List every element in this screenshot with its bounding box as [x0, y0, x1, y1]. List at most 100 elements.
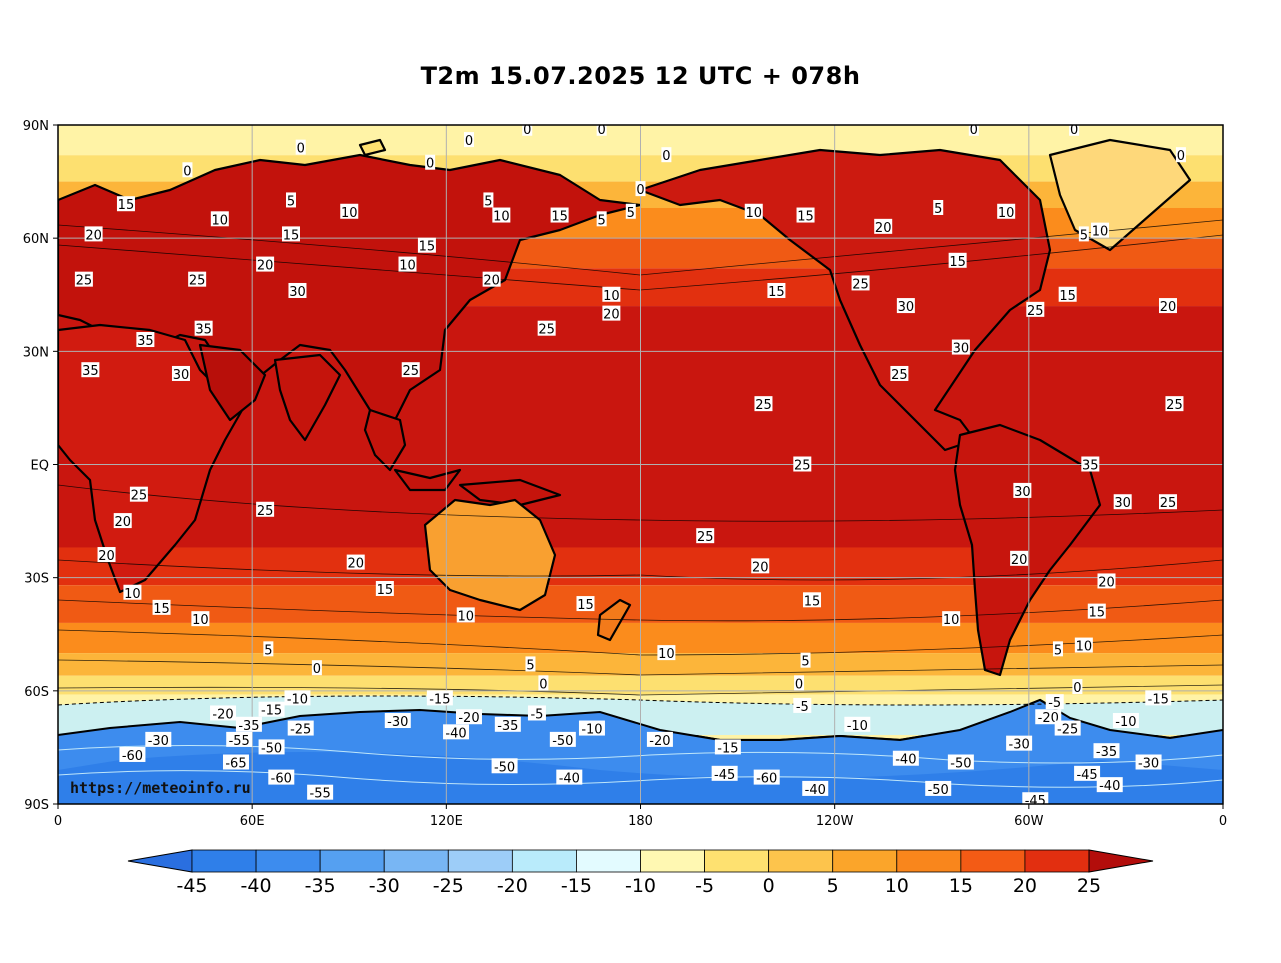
contour-label: 5	[933, 199, 944, 217]
contour-label: 10	[744, 203, 763, 221]
contour-label-text: -35	[1096, 745, 1117, 760]
contour-label: 25	[793, 456, 812, 474]
land-new-zealand	[596, 598, 632, 642]
contour-label-text: 10	[341, 206, 358, 221]
contour-label-box	[288, 282, 307, 298]
contour-label-box	[222, 754, 249, 770]
contour-label: 30	[288, 282, 307, 300]
contour-label-text: 0	[795, 677, 803, 692]
contour-label: -40	[556, 769, 583, 787]
contour-label-box	[1069, 125, 1080, 136]
contour-label-text: 35	[195, 323, 212, 338]
contour-label-box	[456, 607, 475, 623]
contour-label: 25	[256, 501, 275, 519]
contour-label-text: 0	[970, 123, 978, 138]
contour-label: 0	[1175, 147, 1186, 164]
contour-label: 0	[1072, 679, 1083, 696]
contour-label-box	[116, 196, 135, 212]
contour-label-text: 15	[804, 594, 821, 609]
contour-label: -50	[549, 731, 576, 749]
contour-label-text: 5	[484, 194, 492, 209]
contour-label: 20	[482, 271, 501, 289]
contour-label-box	[596, 125, 607, 136]
contour-label: 30	[171, 365, 190, 383]
contour-label: -55	[307, 784, 334, 802]
colorbar-tick-label: -20	[497, 875, 528, 897]
colorbar-under-arrow	[127, 849, 193, 873]
contour-label-text: 5	[264, 643, 272, 658]
contour-label-box	[74, 271, 93, 287]
contour-label: -35	[235, 716, 262, 734]
contour-label: 15	[116, 196, 135, 213]
colorbar-tick-label: -25	[433, 875, 464, 897]
contour-label: 20	[113, 513, 132, 530]
contour-label-text: -40	[895, 753, 916, 768]
contour-label-box	[483, 192, 494, 208]
contour-label: -65	[222, 754, 249, 772]
contour-label-text: 25	[257, 504, 274, 519]
contour-label: 35	[194, 320, 213, 338]
y-tick-label: 90N	[23, 119, 49, 134]
contour-label-text: -50	[928, 783, 949, 798]
x-tick-label: 180	[628, 814, 653, 829]
contour-label-text: 20	[98, 549, 115, 564]
contour-label-text: 10	[1092, 225, 1109, 240]
contour-label-text: -40	[559, 772, 580, 787]
contour-label-box	[925, 780, 952, 796]
contour-label: 25	[851, 275, 870, 292]
colorbar-tick-label: -5	[695, 875, 714, 897]
contour-label-box	[268, 769, 295, 785]
contour-label-box	[933, 199, 944, 215]
contour-label-text: -10	[581, 723, 602, 738]
contour-label: 0	[425, 154, 436, 172]
contour-label: 0	[596, 125, 607, 138]
colorbar-tick-label: -40	[241, 875, 272, 897]
contour-label-box	[188, 271, 207, 287]
contour-label-box	[1175, 147, 1186, 163]
contour-label-text: 30	[1114, 496, 1131, 511]
contour-label-box	[525, 656, 536, 672]
contour-label: -10	[844, 716, 871, 734]
contour-label: 30	[951, 339, 970, 357]
contour-label-text: 5	[1080, 228, 1088, 243]
colorbar-segment	[383, 849, 449, 873]
contour-label-box	[714, 739, 741, 755]
contour-label: -35	[1093, 743, 1120, 760]
land-indonesia-2	[458, 478, 562, 507]
contour-label: 25	[1165, 396, 1184, 413]
contour-label: -20	[1035, 709, 1062, 726]
land-se-asia	[363, 408, 407, 472]
contour-label-box	[417, 237, 436, 253]
contour-label-box	[152, 599, 171, 615]
contour-label-box	[226, 731, 253, 747]
contour-label-box	[256, 501, 275, 517]
contour-label-text: 10	[658, 647, 675, 662]
contour-label-text: -40	[1099, 779, 1120, 794]
contour-label-box	[401, 362, 420, 378]
contour-label-text: 10	[399, 259, 416, 274]
contour-label-box	[1158, 298, 1177, 314]
contour-label: 25	[754, 396, 773, 413]
contour-label: 10	[602, 286, 621, 304]
contour-label: 10	[191, 611, 210, 628]
contour-label: 5	[596, 211, 607, 228]
contour-label: 10	[123, 584, 142, 602]
contour-label-text: -50	[261, 741, 282, 756]
contour-label-text: 15	[768, 285, 785, 300]
contour-label-text: 30	[289, 285, 306, 300]
contour-label-box	[646, 731, 673, 747]
contour-label-text: 15	[419, 240, 436, 255]
contour-label: 0	[661, 147, 672, 164]
contour-label-box	[311, 660, 322, 676]
contour-label-box	[1058, 286, 1077, 302]
contour-label-box	[287, 720, 314, 736]
contour-label-box	[947, 754, 974, 770]
contour-label-box	[145, 731, 172, 747]
contour-label-text: -40	[445, 726, 466, 741]
contour-label-box	[84, 226, 103, 242]
contour-label: -40	[1096, 777, 1123, 794]
contour-label-box	[522, 125, 533, 136]
contour-label-text: 10	[1076, 640, 1093, 655]
contour-label-box	[81, 362, 100, 378]
